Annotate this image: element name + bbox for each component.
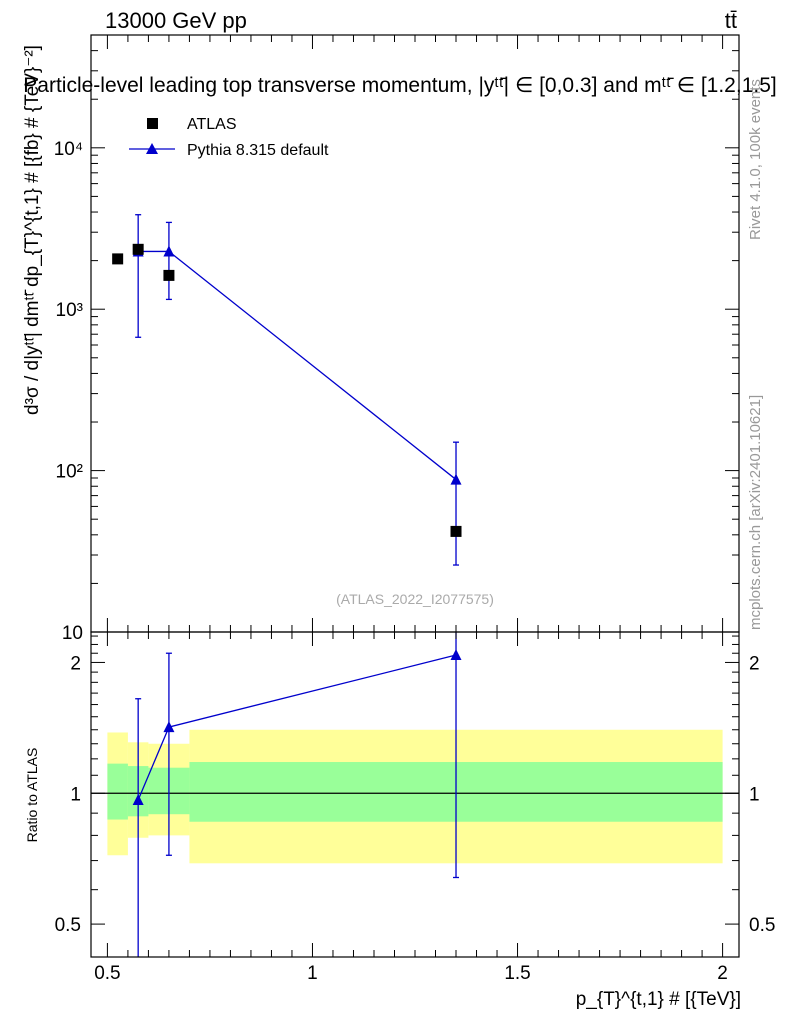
main-y-tick-label: 10⁴ bbox=[54, 139, 83, 160]
atlas-point-2 bbox=[163, 269, 175, 281]
x-tick-label: 1.5 bbox=[504, 963, 530, 984]
x-axis-label: p_{T}^{t,1} # [{TeV}] bbox=[576, 989, 741, 1010]
main-y-axis-label: d³σ / d|yᵗᵗ̄| dmᵗᵗ̄ dp_{T}^{t,1} # [{fb}… bbox=[22, 45, 43, 415]
atlas-point-0 bbox=[112, 253, 124, 265]
main-plot-area bbox=[112, 214, 462, 566]
pythia-point-1 bbox=[163, 245, 175, 257]
ratio-y-tick-label-left: 1 bbox=[70, 784, 81, 805]
ratio-y-axis-label: Ratio to ATLAS bbox=[24, 748, 40, 843]
pythia-ratio-point-2 bbox=[450, 649, 462, 661]
rivet-label: Rivet 4.1.0, 100k events bbox=[747, 79, 764, 240]
legend: ATLAS Pythia 8.315 default bbox=[129, 116, 329, 159]
mcplots-label: mcplots.cern.ch [arXiv:2401.10621] bbox=[747, 395, 764, 630]
x-tick-label: 2 bbox=[717, 963, 728, 984]
analysis-watermark: (ATLAS_2022_I2077575) bbox=[336, 591, 494, 607]
ratio-y-tick-label-right: 0.5 bbox=[749, 915, 775, 936]
x-tick-label: 1 bbox=[307, 963, 318, 984]
pythia-point-2 bbox=[450, 473, 462, 485]
legend-pythia-marker bbox=[146, 143, 158, 154]
pythia-ratio-point-0 bbox=[132, 793, 144, 805]
legend-pythia-label: Pythia 8.315 default bbox=[187, 142, 329, 159]
atlas-point-3 bbox=[450, 525, 462, 537]
ratio-axes: 0.5 0.5 1 1 2 2 0.5 1 1.5 2 bbox=[55, 631, 775, 984]
x-tick-label: 0.5 bbox=[94, 963, 120, 984]
ratio-y-tick-label-right: 2 bbox=[749, 653, 760, 674]
legend-atlas-label: ATLAS bbox=[187, 116, 237, 133]
pythia-series-line bbox=[138, 250, 457, 481]
ratio-y-tick-label-left: 0.5 bbox=[55, 915, 81, 936]
inner-uncertainty-band bbox=[107, 763, 128, 820]
main-y-tick-label: 10² bbox=[56, 462, 83, 483]
legend-atlas-marker bbox=[147, 118, 158, 129]
ratio-y-tick-label-right: 1 bbox=[749, 784, 760, 805]
energy-label: 13000 GeV pp bbox=[105, 8, 247, 33]
ratio-uncertainty-bands bbox=[91, 729, 739, 864]
main-y-tick-label: 10³ bbox=[56, 300, 83, 321]
atlas-point-1 bbox=[132, 243, 144, 255]
ratio-y-tick-label-left: 2 bbox=[70, 653, 81, 674]
ratio-plot-area bbox=[132, 632, 462, 957]
plot-title: Particle-level leading top transverse mo… bbox=[23, 74, 776, 97]
process-label: tt̄ bbox=[725, 8, 737, 33]
main-y-tick-label: 10 bbox=[62, 623, 83, 644]
pythia-ratio-point-1 bbox=[163, 721, 175, 733]
